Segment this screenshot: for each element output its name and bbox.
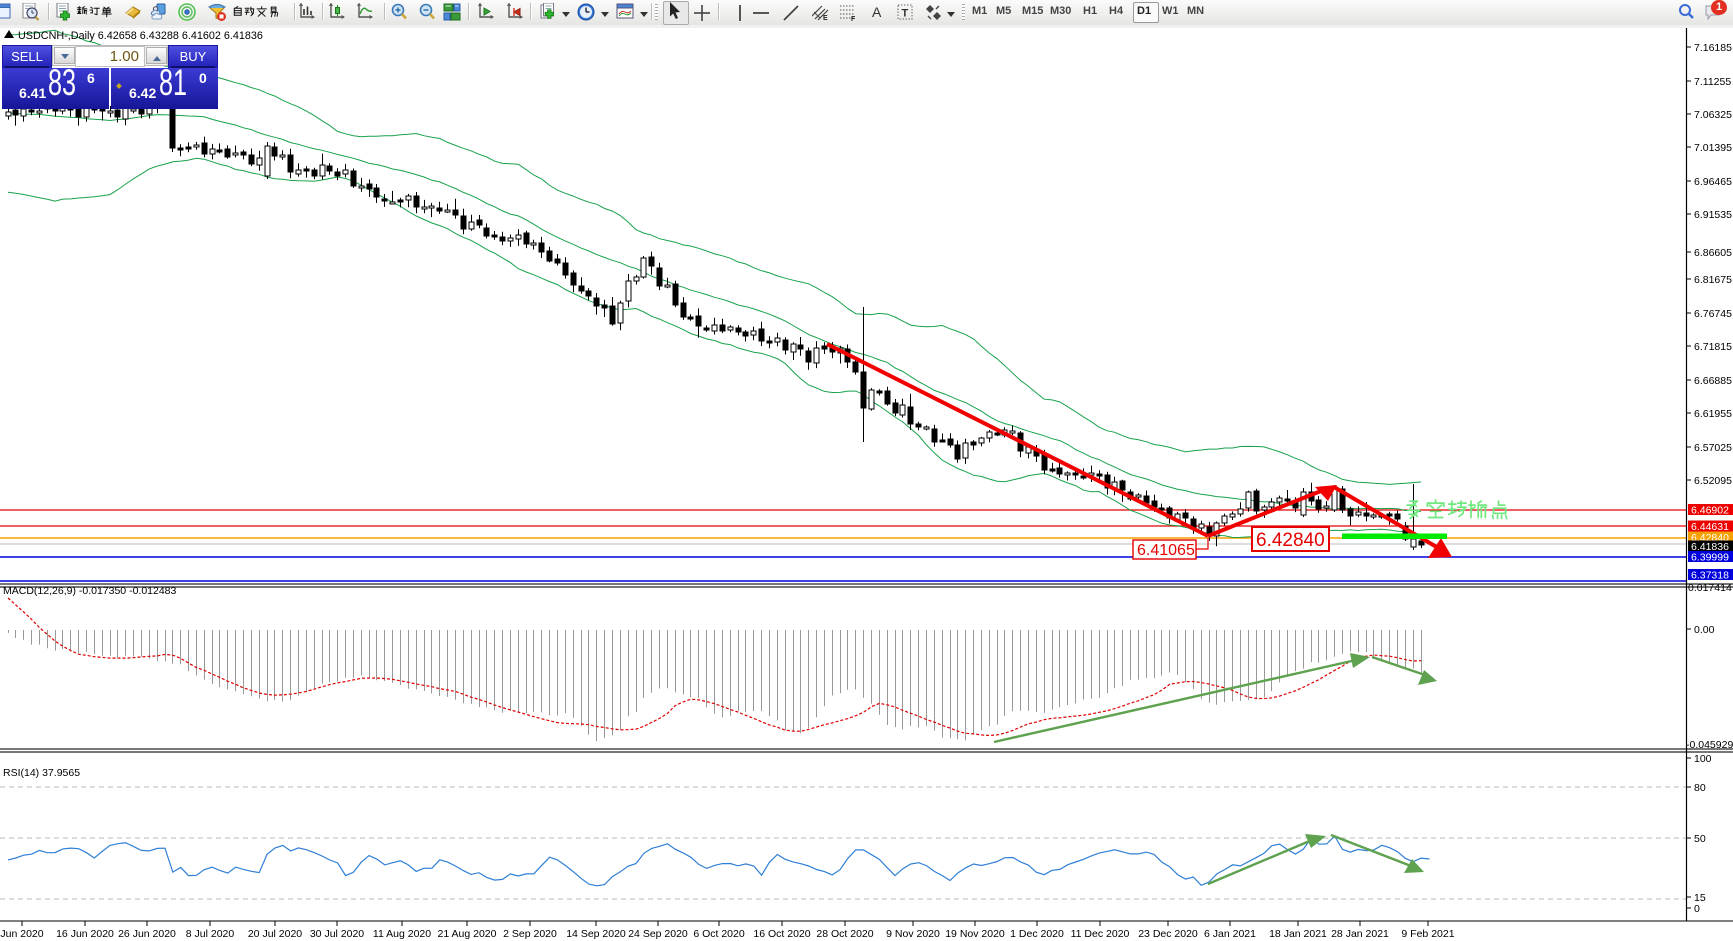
svg-text:6.42840: 6.42840 [1256,530,1325,551]
svg-text:28 Jan 2021: 28 Jan 2021 [1331,928,1389,940]
svg-text:11 Aug 2020: 11 Aug 2020 [373,928,431,940]
svg-text:16 Oct 2020: 16 Oct 2020 [753,928,810,940]
svg-text:14 Sep 2020: 14 Sep 2020 [566,928,626,940]
svg-text:50: 50 [1694,833,1706,845]
svg-text:2 Sep 2020: 2 Sep 2020 [503,928,557,940]
svg-text:9 Nov 2020: 9 Nov 2020 [886,928,940,940]
svg-text:80: 80 [1694,782,1706,794]
svg-text:6.71815: 6.71815 [1694,341,1732,353]
svg-text:6.46902: 6.46902 [1691,505,1729,517]
svg-text:RSI(14) 37.9565: RSI(14) 37.9565 [3,767,80,779]
svg-text:6.57025: 6.57025 [1694,442,1732,454]
svg-text:E: E [823,15,828,22]
svg-text:7.01395: 7.01395 [1694,142,1732,154]
svg-text:20 Jul 2020: 20 Jul 2020 [248,928,302,940]
svg-text:6.96465: 6.96465 [1694,176,1732,188]
svg-text:6.39999: 6.39999 [1691,552,1729,564]
svg-text:24 Sep 2020: 24 Sep 2020 [628,928,688,940]
svg-text:16 Jun 2020: 16 Jun 2020 [56,928,114,940]
svg-text:15: 15 [1694,892,1706,904]
svg-text:Jun 2020: Jun 2020 [0,928,43,940]
svg-text:6.66885: 6.66885 [1694,375,1732,387]
svg-text:6.91535: 6.91535 [1694,209,1732,221]
svg-text:USDCNH-,Daily 6.42658 6.43288: USDCNH-,Daily 6.42658 6.43288 6.41602 6.… [18,30,263,42]
svg-text:6.37318: 6.37318 [1691,570,1729,582]
svg-text:9 Feb 2021: 9 Feb 2021 [1401,928,1454,940]
svg-text:0: 0 [1694,903,1700,915]
svg-text:6.44631: 6.44631 [1691,521,1729,533]
svg-text:6.86605: 6.86605 [1694,247,1732,259]
svg-text:23 Dec 2020: 23 Dec 2020 [1138,928,1198,940]
svg-text:7.11255: 7.11255 [1694,76,1731,88]
svg-text:6.81675: 6.81675 [1694,274,1732,286]
svg-text:6.61955: 6.61955 [1694,408,1732,420]
svg-text:7.06325: 7.06325 [1694,109,1732,121]
svg-text:100: 100 [1694,753,1712,765]
svg-text:6 Oct 2020: 6 Oct 2020 [693,928,745,940]
svg-text:6.76745: 6.76745 [1694,308,1732,320]
svg-text:1 Dec 2020: 1 Dec 2020 [1010,928,1064,940]
svg-text:21 Aug 2020: 21 Aug 2020 [438,928,497,940]
svg-text:19 Nov 2020: 19 Nov 2020 [945,928,1005,940]
svg-text:28 Oct 2020: 28 Oct 2020 [816,928,873,940]
svg-text:8 Jul 2020: 8 Jul 2020 [186,928,235,940]
svg-text:F: F [851,16,856,22]
svg-text:6.41836: 6.41836 [1691,541,1729,553]
svg-text:11 Dec 2020: 11 Dec 2020 [1071,928,1130,940]
svg-text:6.52095: 6.52095 [1694,475,1732,487]
svg-text:T: T [902,8,909,20]
svg-text:0.00: 0.00 [1694,624,1715,636]
svg-text:30 Jul 2020: 30 Jul 2020 [310,928,364,940]
svg-text:26 Jun 2020: 26 Jun 2020 [118,928,176,940]
svg-text:7.16185: 7.16185 [1694,42,1732,54]
svg-text:18 Jan 2021: 18 Jan 2021 [1269,928,1327,940]
svg-text:-0.045929: -0.045929 [1686,739,1733,751]
svg-text:6.41065: 6.41065 [1137,542,1195,559]
svg-text:MACD(12,26,9) -0.017350 -0.012: MACD(12,26,9) -0.017350 -0.012483 [3,585,177,597]
svg-text:6 Jan 2021: 6 Jan 2021 [1204,928,1256,940]
svg-text:0.017414: 0.017414 [1688,582,1732,594]
